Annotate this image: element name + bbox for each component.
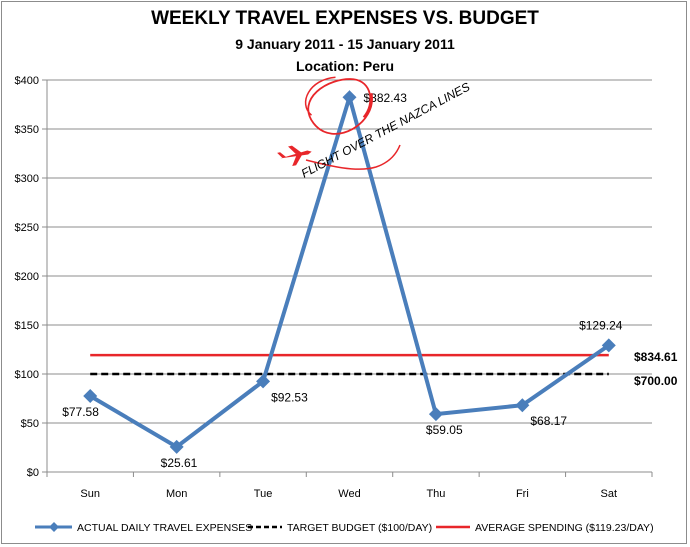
y-tick-label: $200 bbox=[15, 271, 39, 283]
y-tick-label: $100 bbox=[15, 369, 39, 381]
target-total-label: $700.00 bbox=[634, 374, 678, 388]
y-tick-label: $0 bbox=[27, 467, 39, 479]
data-label: $25.61 bbox=[161, 456, 198, 470]
y-tick-label: $150 bbox=[15, 320, 39, 332]
airplane-icon bbox=[277, 145, 312, 167]
legend-label-actual: ACTUAL DAILY TRAVEL EXPENSES bbox=[77, 522, 252, 534]
data-label: $77.58 bbox=[62, 405, 99, 419]
average-total-label: $834.61 bbox=[634, 350, 678, 364]
y-tick-label: $300 bbox=[15, 173, 39, 185]
data-point-marker bbox=[169, 439, 184, 454]
x-tick-label: Thu bbox=[426, 488, 445, 500]
airplane-body bbox=[280, 150, 312, 159]
chart-title: WEEKLY TRAVEL EXPENSES VS. BUDGET bbox=[151, 8, 539, 29]
x-tick-label: Sat bbox=[601, 488, 618, 500]
airplane-wing bbox=[292, 154, 303, 167]
x-tick-label: Tue bbox=[254, 488, 273, 500]
data-label: $92.53 bbox=[271, 390, 308, 404]
legend-label-average: AVERAGE SPENDING ($119.23/DAY) bbox=[475, 522, 654, 534]
x-tick-label: Wed bbox=[338, 488, 360, 500]
airplane-tail bbox=[277, 152, 287, 158]
data-label: $59.05 bbox=[426, 423, 463, 437]
x-tick-label: Mon bbox=[166, 488, 187, 500]
data-point-marker bbox=[428, 407, 443, 422]
data-point-marker bbox=[515, 398, 530, 413]
y-tick-label: $400 bbox=[15, 75, 39, 87]
legend-marker-actual bbox=[49, 522, 59, 532]
x-tick-label: Fri bbox=[516, 488, 529, 500]
annotation-circle-inner bbox=[304, 76, 336, 116]
legend-label-target: TARGET BUDGET ($100/DAY) bbox=[287, 522, 432, 534]
data-label: $129.24 bbox=[579, 318, 623, 332]
data-label: $68.17 bbox=[530, 414, 567, 428]
chart-location: Location: Peru bbox=[295, 58, 394, 74]
data-label: $382.43 bbox=[364, 91, 408, 105]
annotation-circle bbox=[307, 78, 373, 135]
airplane-wing bbox=[288, 145, 302, 155]
y-tick-label: $50 bbox=[21, 418, 39, 430]
y-tick-label: $250 bbox=[15, 222, 39, 234]
data-point-marker bbox=[256, 374, 271, 389]
data-point-marker bbox=[342, 90, 357, 105]
annotation-arrow bbox=[305, 144, 401, 170]
chart-subtitle: 9 January 2011 - 15 January 2011 bbox=[235, 36, 455, 52]
data-point-marker bbox=[83, 388, 98, 403]
x-tick-label: Sun bbox=[80, 488, 100, 500]
y-tick-label: $350 bbox=[15, 124, 39, 136]
data-point-marker bbox=[601, 338, 616, 353]
